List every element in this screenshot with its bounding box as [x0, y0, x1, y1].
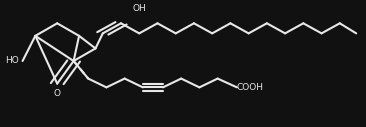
Text: COOH: COOH [237, 83, 264, 92]
Text: OH: OH [132, 4, 146, 13]
Text: HO: HO [5, 57, 19, 66]
Text: O: O [54, 89, 61, 98]
